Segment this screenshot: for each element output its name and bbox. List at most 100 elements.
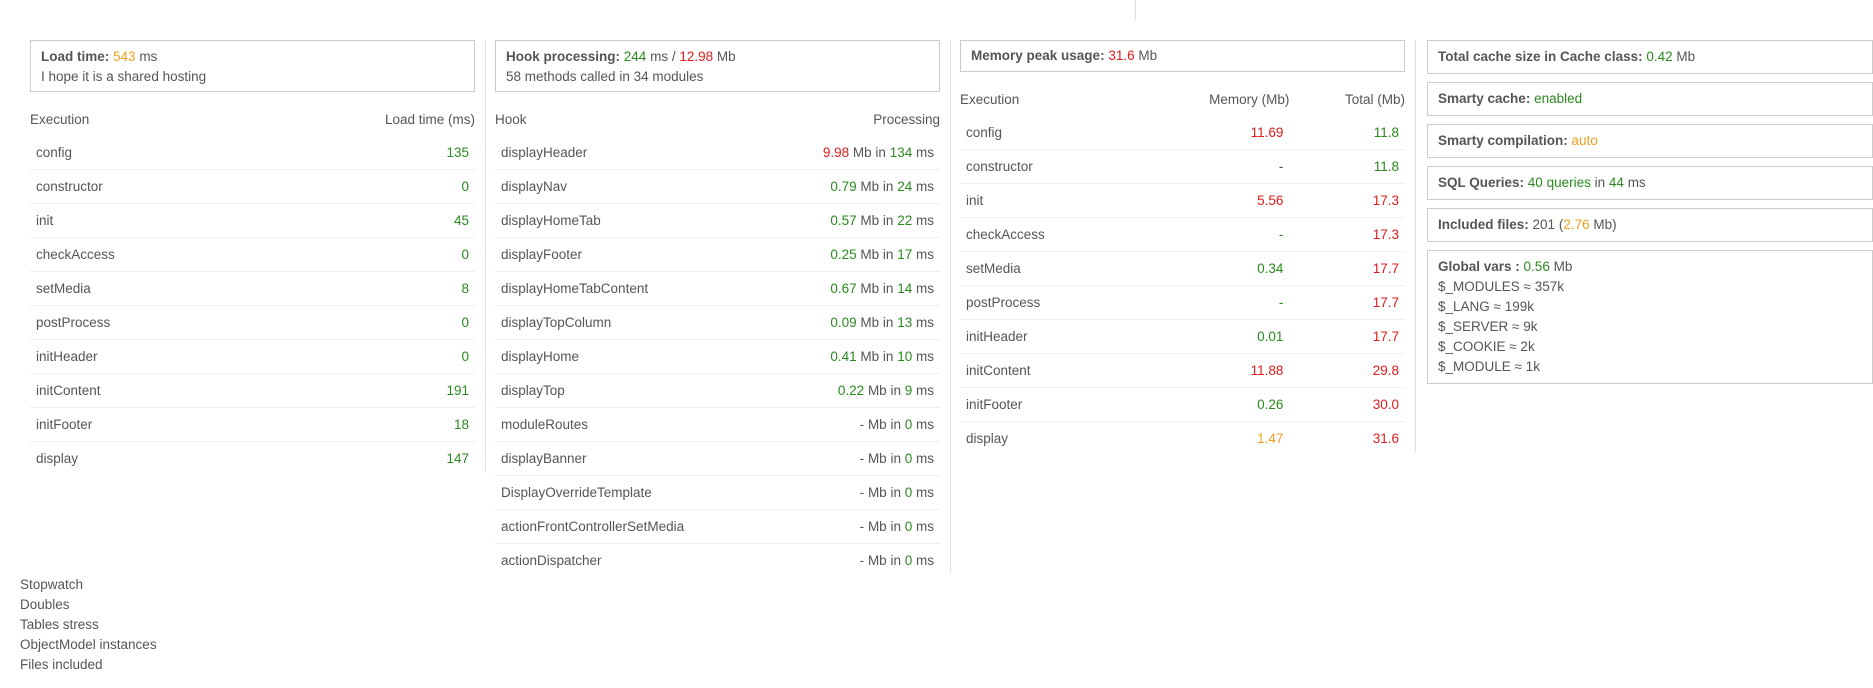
hook-time: 244 bbox=[623, 49, 647, 64]
hook-name: displayHome bbox=[495, 339, 768, 374]
hook-processing-cell: 0.22 Mb in 9 ms bbox=[767, 373, 940, 408]
memory-summary: Memory peak usage: 31.6 Mb bbox=[960, 40, 1405, 72]
sql-queries-count: 40 queries bbox=[1527, 175, 1591, 190]
hook-mb-value: 0.25 bbox=[830, 247, 857, 262]
cache-size-unit: Mb bbox=[1676, 49, 1696, 64]
global-vars-unit: Mb bbox=[1553, 259, 1573, 274]
hook-ms-unit: ms bbox=[916, 145, 934, 160]
hook-mb-value: - bbox=[859, 451, 865, 466]
memory-cell: 11.88 bbox=[1134, 353, 1290, 388]
table-row: constructor -11.8 bbox=[960, 149, 1405, 184]
table-row: displayBanner - Mb in 0 ms bbox=[495, 441, 940, 476]
hook-processing-cell: - Mb in 0 ms bbox=[768, 544, 940, 578]
table-row: displayHomeTab 0.57 Mb in 22 ms bbox=[495, 203, 940, 238]
column-divider bbox=[485, 40, 486, 472]
load-time-cell: 8 bbox=[253, 271, 475, 306]
memory-value: 31.6 bbox=[1108, 48, 1135, 63]
hook-ms-unit: ms bbox=[916, 349, 934, 364]
col-load-time: Load time (ms) bbox=[384, 111, 475, 127]
hook-ms-unit: ms bbox=[916, 247, 934, 262]
section-link[interactable]: Stopwatch bbox=[20, 577, 84, 592]
execution-name: initFooter bbox=[960, 387, 1135, 422]
hook-name: displayHomeTab bbox=[495, 203, 768, 238]
execution-name: setMedia bbox=[960, 251, 1135, 286]
total-cell: 29.8 bbox=[1289, 353, 1405, 388]
hook-mb-in-text: Mb in bbox=[867, 451, 901, 466]
memory-panel: Memory peak usage: 31.6 Mb Execution Mem… bbox=[960, 40, 1405, 455]
section-link[interactable]: ObjectModel instances bbox=[20, 637, 157, 652]
col-total: Total (Mb) bbox=[1344, 91, 1405, 107]
hook-name: DisplayOverrideTemplate bbox=[495, 475, 768, 510]
hook-mem-unit: Mb bbox=[716, 49, 736, 64]
table-row: displayHome 0.41 Mb in 10 ms bbox=[495, 339, 940, 374]
section-link[interactable]: Doubles bbox=[20, 597, 70, 612]
execution-name: init bbox=[960, 183, 1135, 218]
memory-cell: 11.69 bbox=[1134, 116, 1290, 150]
hook-processing-cell: 0.41 Mb in 10 ms bbox=[767, 339, 940, 374]
hook-mb-value: 0.67 bbox=[830, 281, 857, 296]
hook-ms-unit: ms bbox=[916, 281, 934, 296]
hook-mb-value: 0.22 bbox=[837, 383, 865, 398]
table-row: postProcess -17.7 bbox=[960, 285, 1405, 320]
memory-cell: 1.47 bbox=[1257, 431, 1284, 446]
hook-label: Hook processing bbox=[506, 49, 616, 64]
hook-summary: Hook processing: 244 ms / 12.98 Mb 58 me… bbox=[495, 40, 940, 92]
table-row: displayFooter 0.25 Mb in 17 ms bbox=[495, 237, 940, 272]
hook-name: actionFrontControllerSetMedia bbox=[495, 509, 768, 544]
total-cell: 17.7 bbox=[1289, 319, 1405, 354]
included-files-count: 201 bbox=[1532, 217, 1556, 232]
sql-queries-label: SQL Queries bbox=[1438, 175, 1520, 190]
load-time-label: Load time bbox=[41, 49, 105, 64]
hook-mb-value: - bbox=[859, 417, 865, 432]
memory-cell: - bbox=[1134, 149, 1290, 184]
table-row: init 5.56 17.3 bbox=[960, 183, 1405, 218]
hook-mb-value: 0.41 bbox=[830, 349, 857, 364]
hook-mb-value: - bbox=[859, 485, 865, 500]
hook-ms-value: 0 bbox=[904, 451, 913, 466]
hook-mb-value: 0.57 bbox=[830, 213, 857, 228]
hook-processing-cell: - Mb in 0 ms bbox=[767, 441, 940, 476]
smarty-compilation-box: Smarty compilation: auto bbox=[1427, 124, 1873, 158]
hook-ms-value: 0 bbox=[904, 485, 913, 500]
hook-processing-cell: 0.09 Mb in 13 ms bbox=[767, 305, 940, 340]
execution-name: initContent bbox=[960, 353, 1135, 388]
table-row: config 11.69 11.8 bbox=[960, 116, 1405, 150]
hook-ms-value: 17 bbox=[897, 247, 913, 262]
hook-ms-value: 0 bbox=[904, 553, 913, 568]
execution-name: initHeader bbox=[960, 319, 1135, 354]
hook-ms-unit: ms bbox=[916, 213, 934, 228]
hook-ms-unit: ms bbox=[916, 417, 934, 432]
execution-name: display bbox=[36, 451, 79, 466]
hook-note: 58 methods called in 34 modules bbox=[506, 69, 704, 84]
hook-mb-value: 9.98 bbox=[822, 145, 850, 160]
hook-mb-in-text: Mb in bbox=[867, 417, 901, 432]
section-link[interactable]: Files included bbox=[20, 657, 103, 672]
hook-ms-value: 0 bbox=[904, 519, 913, 534]
load-time-unit: ms bbox=[139, 49, 158, 64]
table-row: initHeader 0 bbox=[30, 339, 475, 374]
hook-processing-cell: 0.79 Mb in 24 ms bbox=[767, 169, 940, 204]
table-row: setMedia 8 bbox=[30, 271, 475, 306]
sql-in-text: in bbox=[1594, 175, 1606, 190]
load-time-cell: 0 bbox=[253, 339, 475, 374]
load-time-cell: 147 bbox=[446, 451, 469, 466]
sql-queries-box: SQL Queries: 40 queries in 44 ms bbox=[1427, 166, 1873, 200]
total-cell: 17.3 bbox=[1289, 217, 1405, 252]
smarty-cache-label: Smarty cache bbox=[1438, 91, 1526, 106]
hook-ms-value: 0 bbox=[904, 417, 913, 432]
table-row: postProcess 0 bbox=[30, 305, 475, 340]
table-row: init 45 bbox=[30, 203, 475, 238]
table-row: moduleRoutes - Mb in 0 ms bbox=[495, 407, 940, 442]
memory-cell: 5.56 bbox=[1134, 183, 1290, 218]
load-time-cell: 0 bbox=[253, 305, 475, 340]
hook-mb-in-text: Mb in bbox=[860, 281, 894, 296]
execution-name: initFooter bbox=[30, 407, 254, 442]
hook-mb-in-text: Mb in bbox=[860, 179, 894, 194]
table-row: initFooter 18 bbox=[30, 407, 475, 442]
memory-cell: - bbox=[1134, 217, 1290, 252]
included-files-size: 2.76 bbox=[1563, 217, 1590, 232]
table-row: setMedia 0.34 17.7 bbox=[960, 251, 1405, 286]
memory-cell: 0.26 bbox=[1134, 387, 1290, 422]
hook-mb-value: - bbox=[859, 519, 865, 534]
section-link[interactable]: Tables stress bbox=[20, 617, 99, 632]
